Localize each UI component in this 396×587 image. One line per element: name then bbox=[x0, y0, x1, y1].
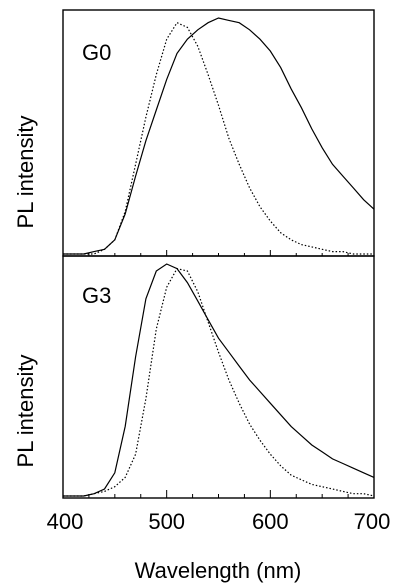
x-axis: 400 500 600 700 bbox=[47, 250, 391, 534]
curve-top-dotted bbox=[63, 21, 374, 255]
y-axis-label-bottom: PL intensity bbox=[13, 355, 38, 468]
x-tick-label: 500 bbox=[148, 509, 185, 534]
panel-top: G0 PL intensity bbox=[13, 9, 375, 257]
panel-label-g0: G0 bbox=[82, 40, 111, 65]
x-tick-label: 600 bbox=[252, 509, 289, 534]
x-axis-title: Wavelength (nm) bbox=[135, 558, 302, 583]
y-axis-label-top: PL intensity bbox=[13, 116, 38, 229]
x-tick-label: 700 bbox=[354, 509, 391, 534]
panel-label-g3: G3 bbox=[82, 283, 111, 308]
x-tick-label: 400 bbox=[47, 509, 84, 534]
curve-top-solid bbox=[63, 17, 375, 255]
curve-bottom-solid bbox=[63, 263, 375, 497]
curve-bottom-dotted bbox=[63, 267, 375, 497]
panel-bottom: G3 PL intensity bbox=[13, 255, 375, 499]
